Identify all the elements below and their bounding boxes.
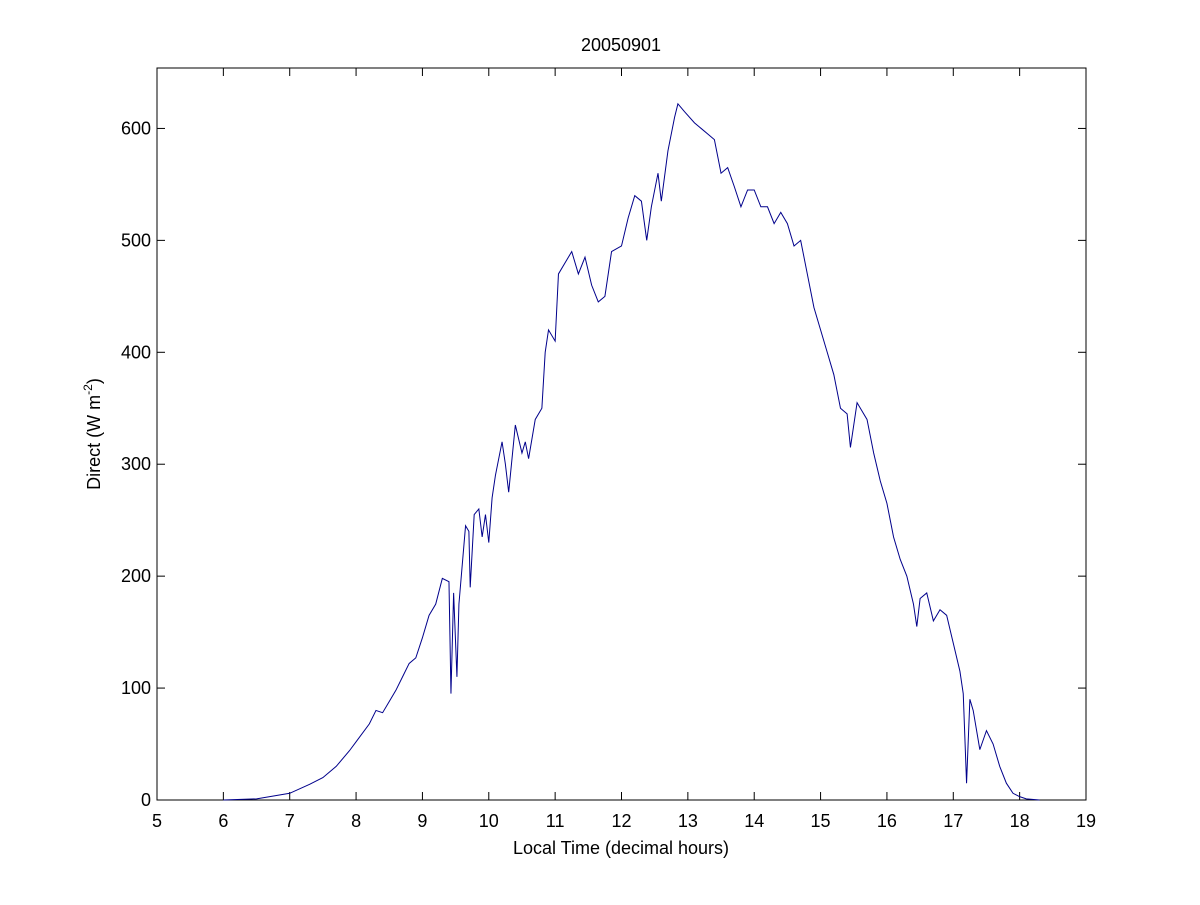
y-tick-label: 300 [121,454,151,474]
y-axis-label: Direct (W m-2) [81,378,104,490]
x-tick-label: 14 [744,811,764,831]
x-tick-label: 9 [417,811,427,831]
y-tick-label: 600 [121,118,151,138]
y-label-text: Direct (W m [84,395,104,490]
x-tick-label: 12 [611,811,631,831]
y-label-end: ) [84,378,104,384]
x-tick-label: 5 [152,811,162,831]
x-tick-label: 19 [1076,811,1096,831]
x-tick-label: 7 [285,811,295,831]
x-tick-label: 11 [546,811,565,831]
y-tick-label: 500 [121,230,151,250]
y-tick-label: 0 [141,790,151,810]
x-tick-label: 18 [1010,811,1030,831]
x-tick-label: 16 [877,811,897,831]
x-axis-label: Local Time (decimal hours) [513,838,729,858]
y-tick-label: 400 [121,342,151,362]
y-label-sup: -2 [81,384,95,395]
chart-title: 20050901 [581,35,661,55]
x-tick-label: 13 [678,811,698,831]
x-tick-label: 17 [943,811,963,831]
data-line [223,102,1040,801]
x-tick-label: 6 [218,811,228,831]
x-tick-label: 8 [351,811,361,831]
y-tick-label: 100 [121,678,151,698]
plot-frame [156,67,1087,801]
x-tick-label: 15 [811,811,831,831]
y-tick-label: 200 [121,566,151,586]
x-tick-label: 10 [479,811,499,831]
